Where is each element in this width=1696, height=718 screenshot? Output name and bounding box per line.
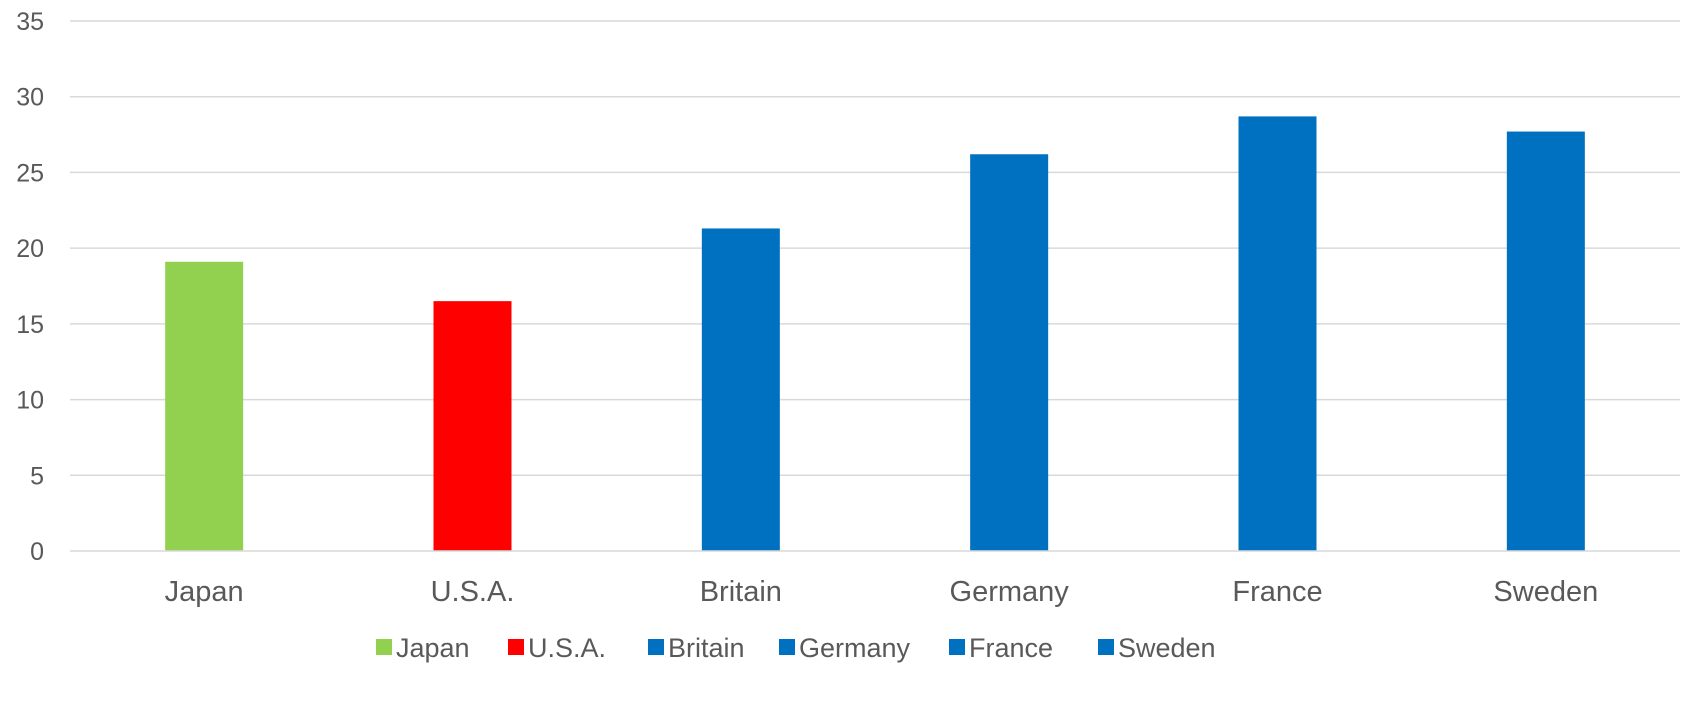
x-tick-label: France bbox=[1232, 576, 1322, 608]
legend-item: Sweden bbox=[1098, 633, 1216, 663]
x-tick-label: Sweden bbox=[1493, 576, 1598, 608]
legend-item: Britain bbox=[648, 633, 745, 663]
legend-label: Japan bbox=[396, 633, 470, 663]
legend-item: Japan bbox=[376, 633, 470, 663]
bar-sweden bbox=[1506, 131, 1585, 552]
legend-swatch bbox=[949, 639, 965, 655]
legend-swatch bbox=[508, 639, 524, 655]
y-tick-label: 35 bbox=[16, 8, 44, 36]
x-tick-label: Japan bbox=[165, 576, 244, 608]
legend-swatch bbox=[1098, 639, 1114, 655]
legend-item: Germany bbox=[779, 633, 911, 663]
legend-swatch bbox=[648, 639, 664, 655]
bar-france bbox=[1238, 116, 1317, 552]
y-tick-label: 25 bbox=[16, 159, 44, 187]
legend-label: Sweden bbox=[1118, 633, 1216, 663]
y-tick-label: 15 bbox=[16, 311, 44, 339]
legend: Japan U.S.A. Britain Germany France Sweden bbox=[376, 633, 1216, 663]
legend-label: France bbox=[969, 633, 1053, 663]
x-tick-label: Britain bbox=[700, 576, 782, 608]
x-tick-label: Germany bbox=[950, 576, 1070, 608]
bar-japan bbox=[165, 261, 244, 551]
y-tick-label: 0 bbox=[30, 538, 44, 566]
bar-germany bbox=[970, 154, 1049, 551]
legend-item: France bbox=[949, 633, 1053, 663]
y-tick-label: 20 bbox=[16, 235, 44, 263]
legend-label: Germany bbox=[799, 633, 911, 663]
legend-item: U.S.A. bbox=[508, 633, 606, 663]
legend-label: Britain bbox=[668, 633, 745, 663]
y-tick-label: 5 bbox=[30, 462, 44, 490]
legend-swatch bbox=[779, 639, 795, 655]
x-tick-label: U.S.A. bbox=[431, 576, 515, 608]
y-axis-tick-labels: 0 5 10 15 20 25 30 35 bbox=[16, 8, 44, 566]
y-tick-label: 30 bbox=[16, 84, 44, 112]
bar-usa bbox=[433, 301, 512, 551]
legend-swatch bbox=[376, 639, 392, 655]
legend-label: U.S.A. bbox=[528, 633, 606, 663]
bar-britain bbox=[701, 228, 780, 551]
y-tick-label: 10 bbox=[16, 387, 44, 415]
x-axis-tick-labels: Japan U.S.A. Britain Germany France Sweden bbox=[165, 576, 1599, 608]
bars bbox=[165, 116, 1585, 552]
gridlines bbox=[70, 20, 1680, 477]
